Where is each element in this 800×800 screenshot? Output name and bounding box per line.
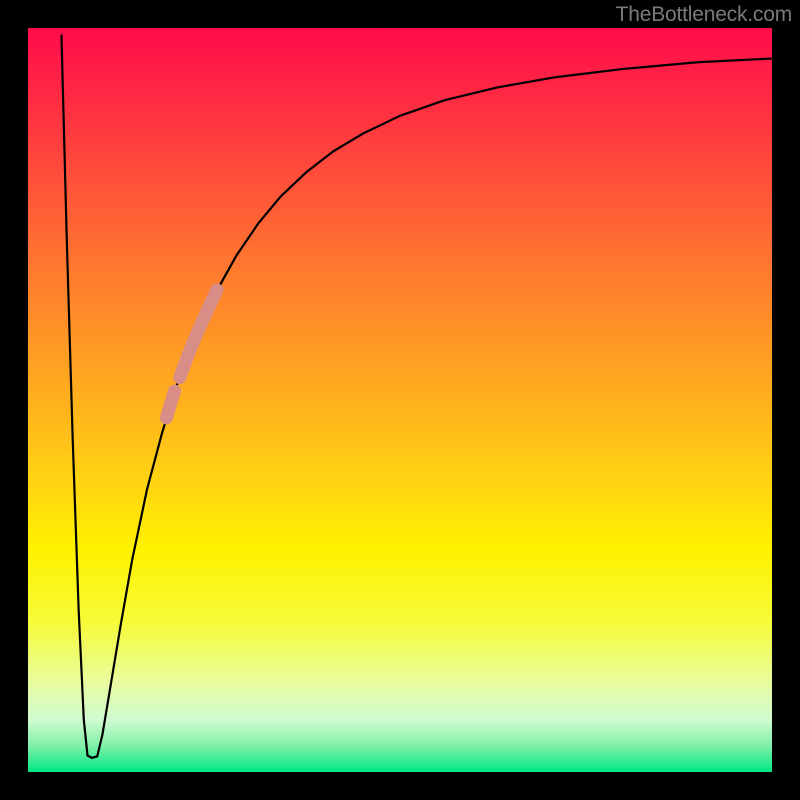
- highlight-segment: [166, 391, 174, 418]
- watermark-text: TheBottleneck.com: [616, 3, 792, 27]
- chart-stage: TheBottleneck.com: [0, 0, 800, 800]
- bottleneck-curve-chart: [0, 0, 800, 800]
- plot-background: [28, 28, 772, 772]
